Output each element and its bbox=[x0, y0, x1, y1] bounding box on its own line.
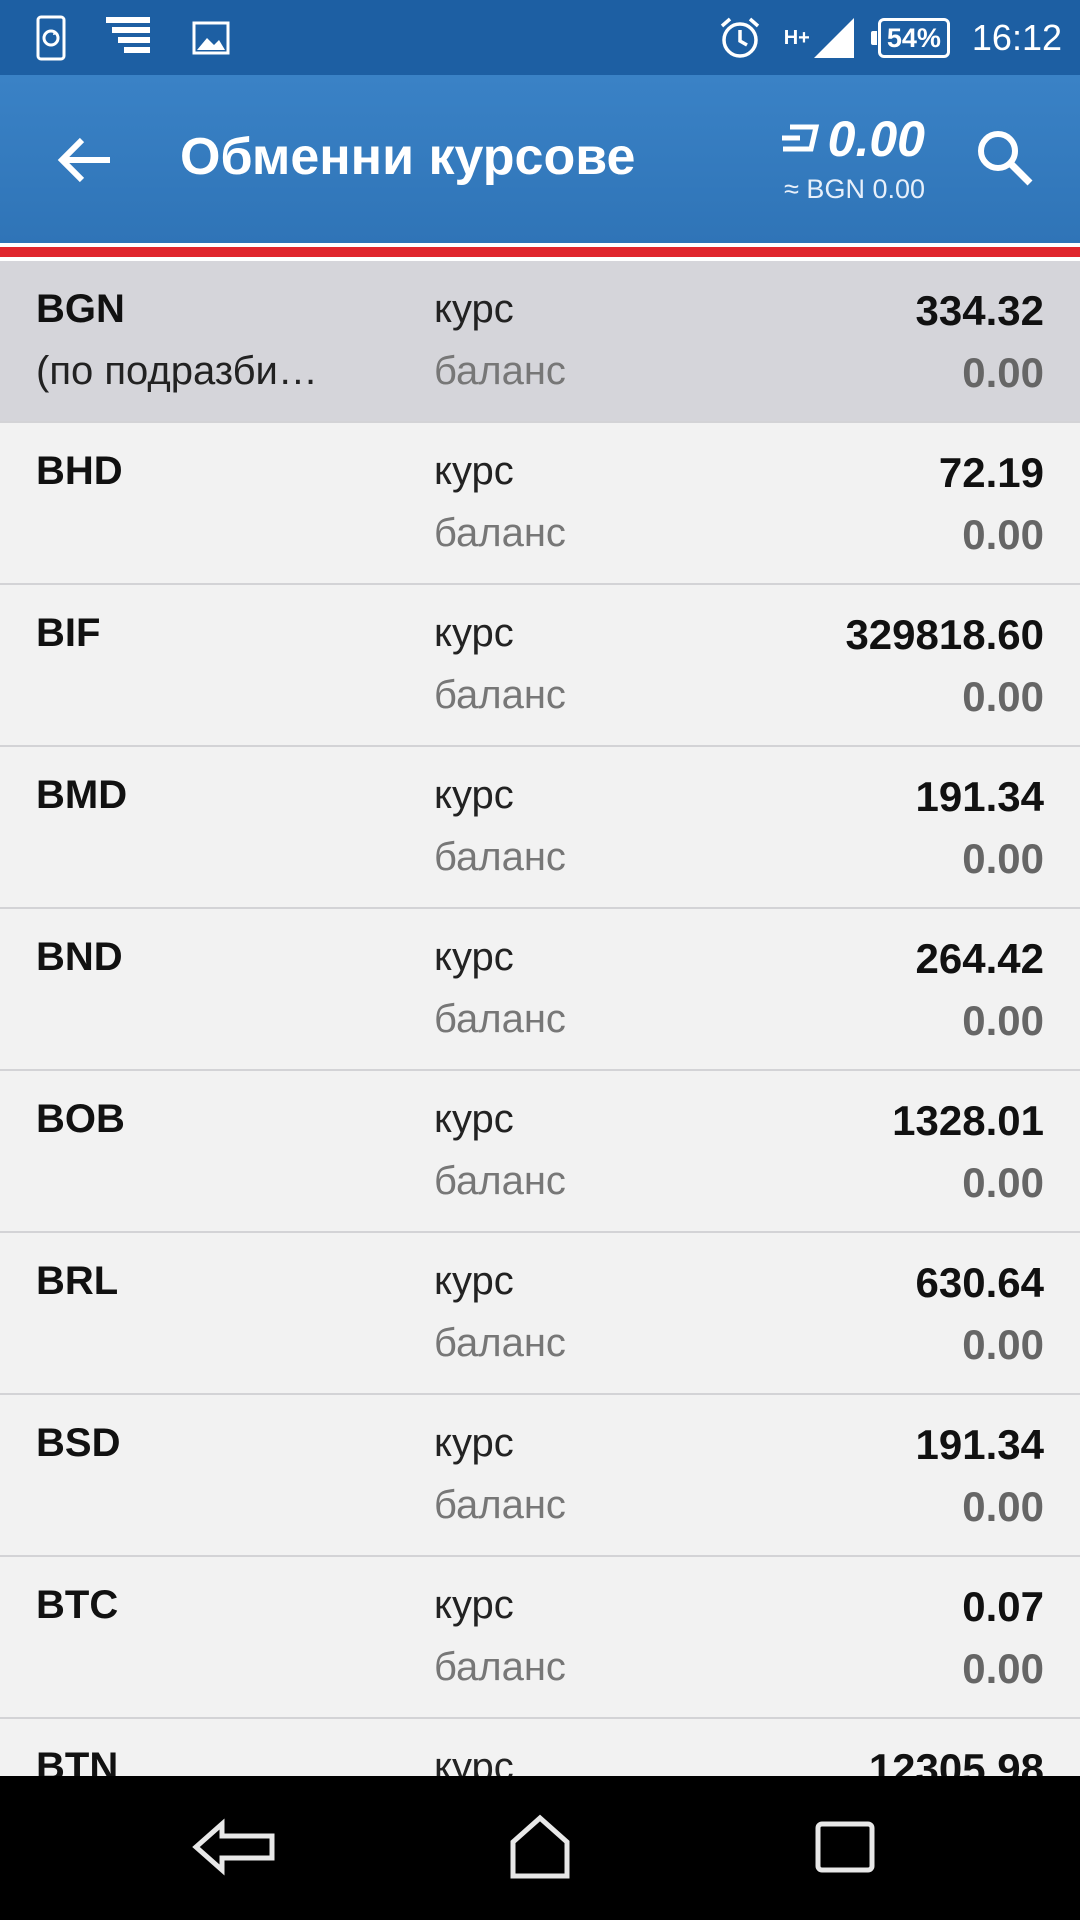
currency-code: BTN bbox=[36, 1745, 119, 1776]
rate-value: 191.34 bbox=[915, 1421, 1044, 1468]
balance-summary[interactable]: 0.00 ≈ BGN 0.00 bbox=[780, 110, 925, 205]
balance-value: 0.00 bbox=[962, 349, 1044, 396]
alarm-icon bbox=[720, 17, 759, 58]
currency-row[interactable]: BMD курс баланс 191.34 0.00 bbox=[0, 747, 1080, 909]
rate-label: курс bbox=[434, 1583, 514, 1627]
currency-row[interactable]: BIF курс баланс 329818.60 0.00 bbox=[0, 585, 1080, 747]
balance-value: 0.00 bbox=[962, 1483, 1044, 1530]
currency-code: BSD bbox=[36, 1421, 121, 1465]
balance-value: 0.00 bbox=[962, 1159, 1044, 1206]
balance-value: 0.00 bbox=[962, 835, 1044, 882]
clock: 16:12 bbox=[971, 17, 1062, 58]
dash-currency-icon bbox=[781, 124, 819, 152]
balance-label: баланс bbox=[434, 511, 566, 555]
balance-label: баланс bbox=[434, 349, 566, 393]
rate-label: курс bbox=[434, 611, 514, 655]
rate-value: 191.34 bbox=[915, 773, 1044, 820]
balance-converted: ≈ BGN 0.00 bbox=[784, 174, 925, 204]
currency-row[interactable]: BSD курс баланс 191.34 0.00 bbox=[0, 1395, 1080, 1557]
navigation-bar bbox=[0, 1776, 1080, 1920]
balance-label: баланс bbox=[434, 673, 566, 717]
balance-label: баланс bbox=[434, 1321, 566, 1365]
currency-subtitle: (по подразби… bbox=[36, 349, 318, 393]
currency-code: BND bbox=[36, 935, 123, 979]
balance-value: 0.00 bbox=[962, 1321, 1044, 1368]
currency-row[interactable]: BOB курс баланс 1328.01 0.00 bbox=[0, 1071, 1080, 1233]
currency-row[interactable]: BTC курс баланс 0.07 0.00 bbox=[0, 1557, 1080, 1719]
currency-code: BTC bbox=[36, 1583, 119, 1627]
currency-code: BOB bbox=[36, 1097, 125, 1141]
page-title: Обменни курсове bbox=[180, 128, 636, 186]
rate-label: курс bbox=[434, 287, 514, 331]
rate-value: 72.19 bbox=[938, 449, 1044, 496]
signal-icon bbox=[813, 18, 854, 58]
rate-value: 329818.60 bbox=[845, 611, 1044, 658]
rate-value: 334.32 bbox=[915, 287, 1044, 334]
currency-row[interactable]: BND курс баланс 264.42 0.00 bbox=[0, 909, 1080, 1071]
app-bar: Обменни курсове 0.00 ≈ BGN 0.00 bbox=[0, 75, 1080, 243]
currency-row[interactable]: BRL курс баланс 630.64 0.00 bbox=[0, 1233, 1080, 1395]
currency-code: BMD bbox=[36, 773, 128, 817]
exchange-rate-list[interactable]: BGN (по подразби… курс баланс 334.32 0.00 BHD к… bbox=[0, 261, 1080, 1776]
currency-code: BIF bbox=[36, 611, 101, 655]
currency-row[interactable]: BGN (по подразби… курс баланс 334.32 0.00 bbox=[0, 261, 1080, 423]
home-icon[interactable] bbox=[495, 1812, 585, 1882]
balance-value: 0.00 bbox=[962, 511, 1044, 558]
status-bar: H+ 54% 16:12 bbox=[0, 0, 1080, 75]
rate-value: 1328.01 bbox=[892, 1097, 1044, 1144]
back-arrow-icon[interactable] bbox=[50, 125, 120, 195]
rate-label: курс bbox=[434, 1745, 514, 1776]
recent-apps-icon[interactable] bbox=[800, 1812, 890, 1882]
accent-divider bbox=[0, 243, 1080, 261]
balance-label: баланс bbox=[434, 1159, 566, 1203]
battery-level: 54% bbox=[886, 23, 941, 53]
rate-label: курс bbox=[434, 1259, 514, 1303]
balance-amount: 0.00 bbox=[827, 111, 925, 167]
rate-label: курс bbox=[434, 935, 514, 979]
balance-label: баланс bbox=[434, 1645, 566, 1689]
rate-value: 12305.98 bbox=[868, 1745, 1044, 1776]
rate-label: курс bbox=[434, 773, 514, 817]
balance-label: баланс bbox=[434, 997, 566, 1041]
rate-value: 630.64 bbox=[915, 1259, 1044, 1306]
balance-value: 0.00 bbox=[962, 673, 1044, 720]
currency-code: BRL bbox=[36, 1259, 119, 1303]
image-icon bbox=[192, 21, 230, 55]
balance-label: баланс bbox=[434, 835, 566, 879]
currency-code: BHD bbox=[36, 449, 123, 493]
rate-label: курс bbox=[434, 1421, 514, 1465]
battery-icon: 54% bbox=[870, 18, 950, 58]
balance-label: баланс bbox=[434, 1483, 566, 1527]
rate-label: курс bbox=[434, 449, 514, 493]
rate-value: 264.42 bbox=[915, 935, 1044, 982]
search-icon[interactable] bbox=[972, 125, 1038, 191]
currency-row[interactable]: BTNкурсбаланс12305.98 bbox=[0, 1719, 1080, 1776]
notification-stack-icon bbox=[106, 17, 150, 53]
rate-label: курс bbox=[434, 1097, 514, 1141]
rate-value: 0.07 bbox=[962, 1583, 1044, 1630]
currency-row[interactable]: BHD курс баланс 72.19 0.00 bbox=[0, 423, 1080, 585]
currency-code: BGN bbox=[36, 287, 125, 331]
balance-value: 0.00 bbox=[962, 1645, 1044, 1692]
sync-icon bbox=[36, 15, 66, 61]
network-type: H+ bbox=[783, 26, 810, 49]
balance-value: 0.00 bbox=[962, 997, 1044, 1044]
back-icon[interactable] bbox=[190, 1812, 280, 1882]
